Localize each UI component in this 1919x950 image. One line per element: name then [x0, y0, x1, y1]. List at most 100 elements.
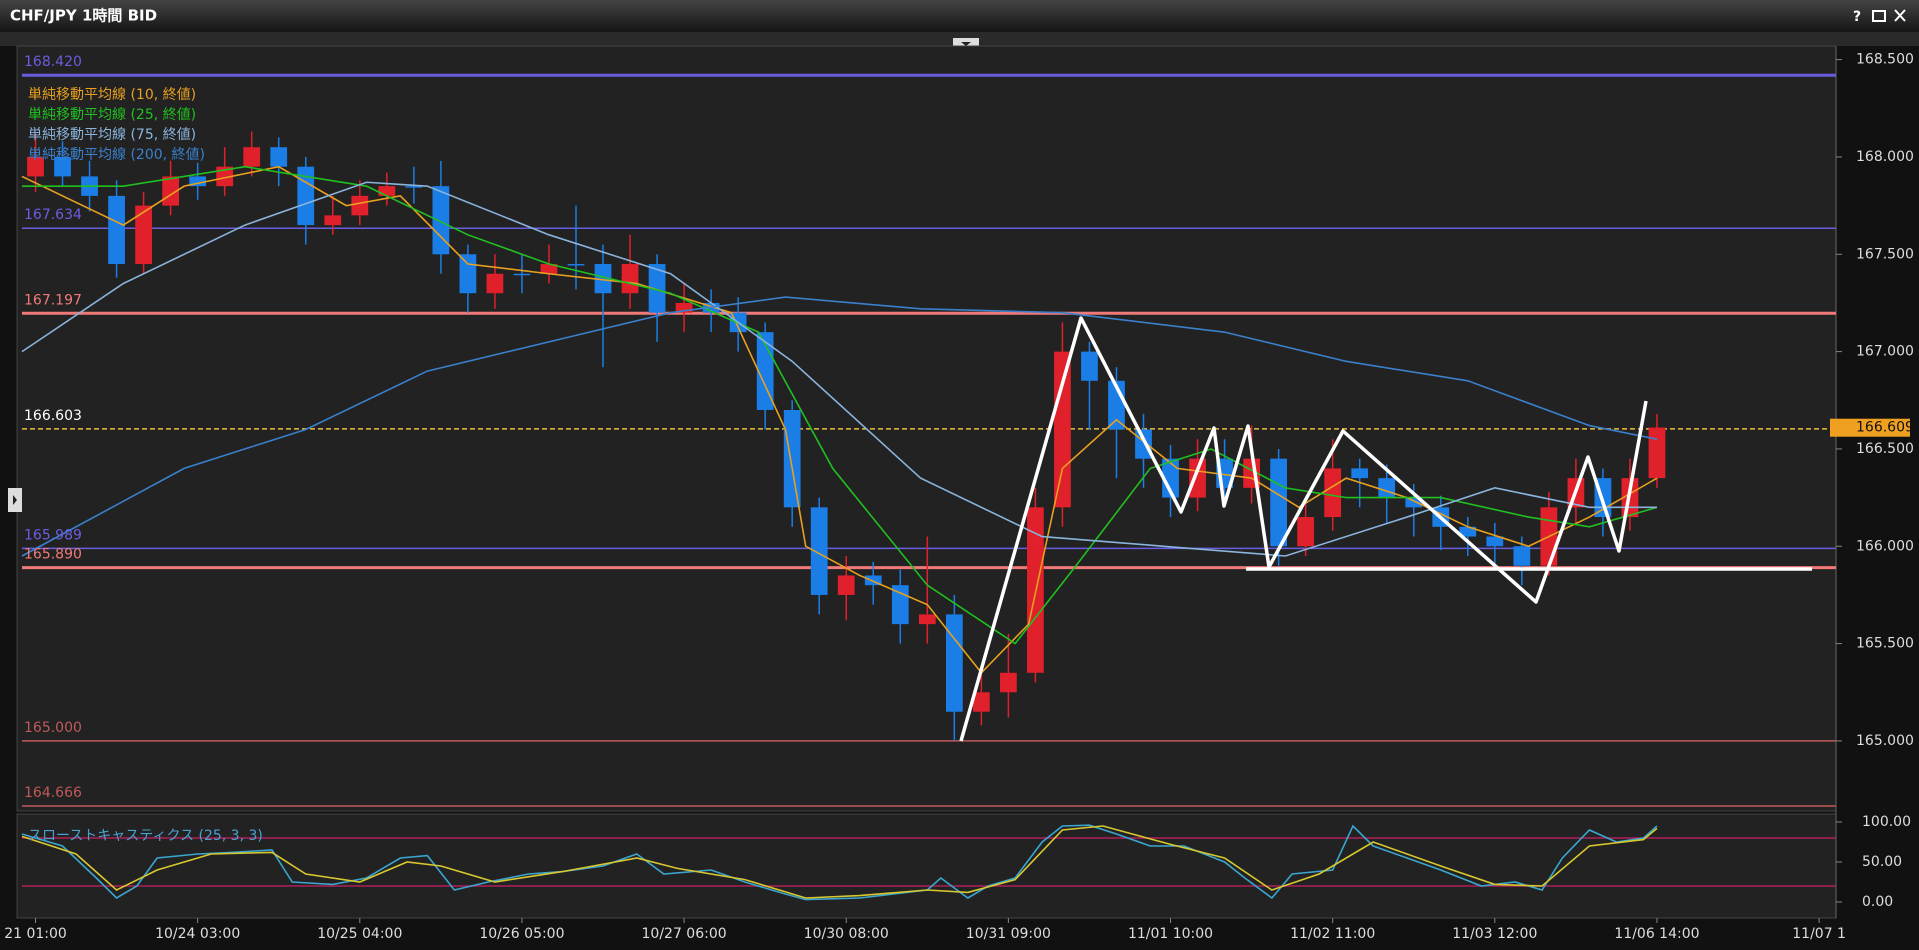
legend-entry: 単純移動平均線 (75, 終値) — [28, 127, 196, 143]
candle-body — [810, 507, 828, 595]
candle-body — [54, 156, 71, 177]
candle-body — [486, 273, 504, 294]
candle-body — [567, 264, 585, 266]
y-tick-label: 166.500 — [1856, 441, 1914, 457]
level-label: 165.000 — [24, 720, 82, 736]
candle-body — [351, 195, 369, 216]
y-tick-label: 167.000 — [1856, 344, 1914, 360]
level-label: 168.420 — [24, 54, 82, 70]
y-tick-label: 166.000 — [1856, 538, 1914, 554]
x-tick-label: 10/30 08:00 — [804, 926, 889, 942]
last-price-box — [1830, 418, 1910, 437]
candle-body — [648, 264, 666, 313]
candle-body — [783, 410, 801, 508]
candle-body — [189, 176, 207, 187]
y-tick-label: 50.00 — [1862, 854, 1902, 870]
candle-body — [1270, 458, 1288, 547]
candle-body — [918, 614, 936, 625]
candle-body — [1378, 478, 1396, 498]
candle-body — [459, 254, 477, 294]
legend-entry: 単純移動平均線 (200, 終値) — [28, 147, 205, 163]
moving-average — [21, 165, 1658, 675]
y-tick-label: 0.00 — [1862, 894, 1893, 910]
candle-body — [297, 166, 315, 226]
level-label: 166.603 — [24, 408, 82, 424]
collapse-arrow — [961, 42, 971, 46]
candle-body — [972, 692, 990, 712]
x-tick-label: 10/25 04:00 — [317, 926, 402, 942]
x-tick-label: 10/27 06:00 — [642, 926, 727, 942]
candle-body — [513, 273, 531, 276]
stochastic-line — [21, 825, 1658, 899]
y-tick-label: 100.00 — [1862, 814, 1911, 830]
candle-body — [1513, 546, 1531, 566]
level-label: 167.634 — [24, 207, 82, 223]
candle-body — [216, 166, 234, 187]
candle-body — [1405, 497, 1423, 508]
candle-body — [1162, 458, 1179, 498]
candle-body — [1648, 427, 1666, 479]
candle-body — [1081, 351, 1098, 381]
legend-entry: 単純移動平均線 (10, 終値) — [28, 87, 196, 103]
candle-body — [432, 186, 450, 255]
candle-body — [945, 614, 963, 712]
x-tick-label: 11/02 11:00 — [1290, 926, 1375, 942]
y-tick-label: 165.500 — [1856, 636, 1914, 652]
candle-body — [864, 575, 882, 586]
x-tick-label: 10/26 05:00 — [479, 926, 564, 942]
y-tick-label: 165.000 — [1856, 733, 1914, 749]
candle-body — [621, 264, 639, 294]
legend-entry: 単純移動平均線 (25, 終値) — [28, 107, 196, 123]
window-title: CHF/JPY 1時間 BID — [10, 7, 157, 25]
last-price-label: 166.609 — [1856, 420, 1914, 436]
candle-body — [1000, 672, 1017, 693]
maximize-button[interactable] — [1872, 10, 1886, 22]
candle-body — [540, 264, 558, 274]
level-label: 164.666 — [24, 785, 82, 801]
candle-body — [324, 215, 342, 226]
moving-average — [21, 181, 1657, 557]
close-button[interactable] — [1894, 9, 1906, 22]
help-button[interactable]: ? — [1853, 9, 1861, 25]
side-arrow — [13, 495, 17, 505]
drawn-pattern — [959, 316, 1812, 742]
candle-body — [1189, 458, 1206, 498]
candle-body — [405, 186, 423, 188]
candle-body — [135, 205, 152, 265]
moving-average — [21, 296, 1658, 557]
level-label: 167.197 — [24, 292, 82, 308]
title-bar — [0, 0, 1919, 32]
candle-body — [1054, 351, 1071, 508]
stochastic-title: スローストキャスティクス (25, 3, 3) — [28, 828, 263, 844]
candle-body — [1486, 536, 1504, 547]
zigzag-drawing — [959, 316, 1648, 742]
candle-body — [243, 147, 261, 167]
candle-body — [270, 147, 288, 167]
y-tick-label: 167.500 — [1856, 246, 1914, 262]
y-tick-label: 168.500 — [1856, 52, 1914, 68]
x-tick-label: 11/01 10:00 — [1128, 926, 1213, 942]
candle-body — [27, 156, 44, 177]
y-tick-label: 168.000 — [1856, 149, 1914, 165]
x-tick-label: 10/24 03:00 — [155, 926, 240, 942]
candle-body — [108, 195, 125, 265]
candle-body — [1135, 429, 1152, 459]
candle-body — [378, 186, 396, 196]
x-tick-label: 11/06 14:00 — [1614, 926, 1699, 942]
candle-body — [1459, 526, 1477, 537]
candle-body — [1297, 517, 1315, 547]
candle-body — [675, 302, 693, 313]
level-label: 165.989 — [24, 527, 82, 543]
moving-average — [22, 165, 1658, 645]
x-tick-label: 11/03 12:00 — [1452, 926, 1537, 942]
x-tick-label: 21 01:00 — [4, 926, 67, 942]
x-tick-label: 11/07 1 — [1792, 926, 1846, 942]
candle-body — [1351, 468, 1369, 479]
x-tick-label: 10/31 09:00 — [966, 926, 1051, 942]
candle-body — [837, 575, 855, 595]
level-label: 165.890 — [24, 547, 82, 563]
stochastic-panel — [16, 813, 1837, 919]
candle-body — [1324, 468, 1342, 518]
